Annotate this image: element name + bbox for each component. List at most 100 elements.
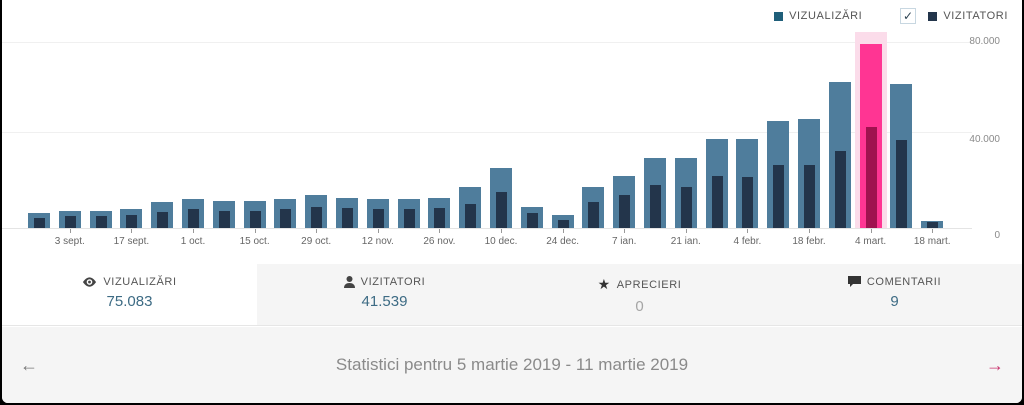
chart-bar[interactable] [89,0,112,228]
person-icon [343,276,355,288]
x-tick [439,229,441,233]
visitors-bar [434,208,446,228]
chart-bar[interactable] [212,0,235,228]
chart-bar[interactable] [551,0,574,228]
legend-views[interactable]: VIZUALIZĂRI [774,10,862,22]
chart-bar[interactable] [582,0,605,228]
visitors-bar [896,139,908,228]
chart-bar[interactable] [28,0,50,228]
chart-bar[interactable] [243,0,266,228]
baseline [2,228,972,229]
x-tick [254,229,256,233]
x-tick-label: 4 febr. [733,236,762,247]
chart-bar[interactable] [644,0,666,228]
visitors-checkbox[interactable]: ✓ [900,8,917,24]
next-period-arrow-icon[interactable]: → [986,354,1004,375]
chart-bar[interactable] [921,0,944,228]
x-tick-label: 10 dec. [484,236,518,247]
stat-tab-likes[interactable]: ★ APRECIERI 0 [512,264,767,325]
x-tick [870,229,872,233]
visitors-bar [64,216,76,228]
y-label-top: 80.000 [969,36,1000,47]
visitors-swatch-icon [928,11,938,21]
legend-visitors[interactable]: VIZITATORI [928,10,1008,22]
chart-bar[interactable] [397,0,420,228]
chart-bar[interactable] [520,0,543,228]
visitors-bar [526,212,538,228]
visitors-bar [650,185,661,228]
chart-bar[interactable] [705,0,728,228]
visitors-bar [496,191,507,228]
chart-bar[interactable] [767,0,790,228]
x-tick-label: 3 sept. [54,236,85,247]
visitors-bar [742,176,754,228]
comment-icon [847,276,861,287]
visitors-bar [342,208,353,228]
visitors-bar [34,217,45,228]
chart-bar[interactable] [151,0,174,228]
period-title: Statistici pentru 5 martie 2019 - 11 mar… [335,355,689,374]
visitors-bar [927,222,939,228]
x-tick-label: 4 mart. [855,236,887,247]
chart-bar[interactable] [366,0,389,228]
gridline-80000 [2,42,972,43]
x-tick-label: 12 nov. [361,236,394,247]
visitors-bar [126,215,138,228]
chart-bar[interactable] [336,0,358,228]
chart-bar[interactable] [736,0,759,228]
chart-bar[interactable] [859,0,882,228]
eye-icon [83,277,97,287]
stat-value: 75.083 [106,293,153,310]
star-icon: ★ [597,276,611,292]
x-tick [69,229,71,233]
chart-bar[interactable] [613,0,636,228]
visitors-bar [403,209,415,228]
visitors-bar [372,209,384,228]
x-tick-label: 21 ian. [670,236,701,247]
visitors-bar [218,210,230,228]
visitors-bar [557,219,569,228]
chart-bar[interactable] [490,0,512,228]
visitors-bar [680,187,692,228]
x-tick-label: 18 febr. [792,236,826,247]
x-tick-label: 7 ian. [611,236,637,247]
previous-period-arrow-icon[interactable]: ← [20,354,38,375]
x-tick [131,229,133,233]
chart-bar[interactable] [305,0,328,228]
stat-value: 41.539 [361,293,408,310]
chart-bar[interactable] [182,0,204,228]
stat-label: VIZITATORI [360,276,426,288]
x-tick-label: 26 nov. [423,236,456,247]
stat-value: 0 [635,298,644,315]
chart-legend: VIZUALIZĂRI ✓ VIZITATORI [774,8,1008,24]
period-navigation: ← Statistici pentru 5 martie 2019 - 11 m… [2,327,1022,403]
stat-tab-comments[interactable]: COMENTARII 9 [767,264,1022,325]
gridline-40000 [2,132,972,133]
x-tick [809,229,810,233]
visitors-bar [773,165,785,228]
chart-bar[interactable] [890,0,913,228]
views-swatch-icon [774,11,784,21]
x-tick [624,229,626,233]
chart-bar[interactable] [828,0,851,228]
visitors-bar [157,211,169,228]
x-tick [747,229,749,233]
chart-bar[interactable] [120,0,143,228]
chart-bar[interactable] [459,0,482,228]
stat-value: 9 [890,293,899,310]
legend-views-label: VIZUALIZĂRI [789,10,863,22]
visitors-bar [619,195,631,228]
stat-tab-visitors[interactable]: VIZITATORI 41.539 [257,264,512,325]
chart-bar[interactable] [428,0,451,228]
stats-tabs: VIZUALIZĂRI 75.083 VIZITATORI 41.539 ★ AP… [2,264,1022,326]
chart-bar[interactable] [58,0,81,228]
visitors-bar [711,175,723,228]
chart-bar[interactable] [274,0,297,228]
visitors-bar [804,165,815,228]
chart-bar[interactable] [674,0,697,228]
chart-bar[interactable] [798,0,820,228]
stat-tab-views[interactable]: VIZUALIZĂRI 75.083 [2,264,257,325]
x-tick-label: 18 mart. [913,236,951,247]
y-label-mid: 40.000 [969,134,1000,145]
